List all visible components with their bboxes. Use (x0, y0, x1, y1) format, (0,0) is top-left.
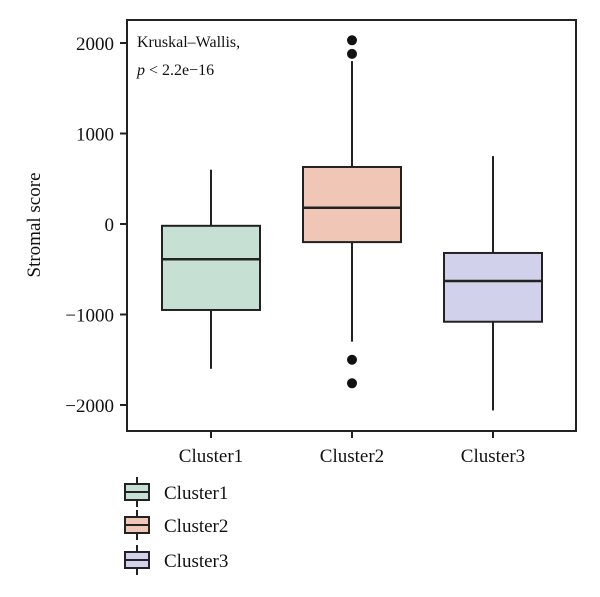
legend-label: Cluster3 (164, 551, 228, 572)
outlier-point (347, 35, 357, 46)
box-iqr (161, 224, 261, 311)
annotation-p-symbol: p (136, 62, 145, 79)
legend-label: Cluster1 (164, 483, 228, 504)
box-cluster3 (443, 156, 543, 411)
y-tick-label: −2000 (65, 396, 114, 417)
box-cluster1 (161, 169, 261, 369)
x-tick-label-cluster2: Cluster2 (320, 446, 384, 467)
y-axis: 2000 1000 0 −1000 −2000 (65, 34, 127, 417)
y-axis-title: Stromal score (24, 172, 45, 277)
x-axis: Cluster1 Cluster2 Cluster3 (179, 431, 525, 467)
boxes (161, 35, 543, 411)
y-tick-label: 2000 (76, 34, 114, 55)
outlier-point (347, 48, 357, 59)
legend-label: Cluster2 (164, 516, 228, 537)
y-tick-label: 0 (105, 215, 115, 236)
outlier-point (347, 378, 357, 389)
legend: Cluster1 Cluster2 Cluster3 (124, 477, 228, 575)
outlier-point (347, 354, 357, 365)
annotation-p-rest: < 2.2e−16 (145, 62, 214, 79)
legend-entry-cluster1: Cluster1 (124, 477, 228, 507)
legend-entry-cluster3: Cluster3 (124, 545, 228, 575)
y-tick-label: 1000 (76, 125, 114, 146)
y-tick-label: −1000 (65, 306, 114, 327)
annotation-p-value: p < 2.2e−16 (136, 62, 214, 79)
x-tick-label-cluster3: Cluster3 (461, 446, 525, 467)
legend-entry-cluster2: Cluster2 (124, 510, 228, 540)
box-iqr (302, 165, 402, 244)
box-iqr (443, 251, 543, 323)
x-tick-label-cluster1: Cluster1 (179, 446, 243, 467)
box-cluster2 (302, 35, 402, 389)
annotation-test-name: Kruskal–Wallis, (137, 34, 240, 51)
